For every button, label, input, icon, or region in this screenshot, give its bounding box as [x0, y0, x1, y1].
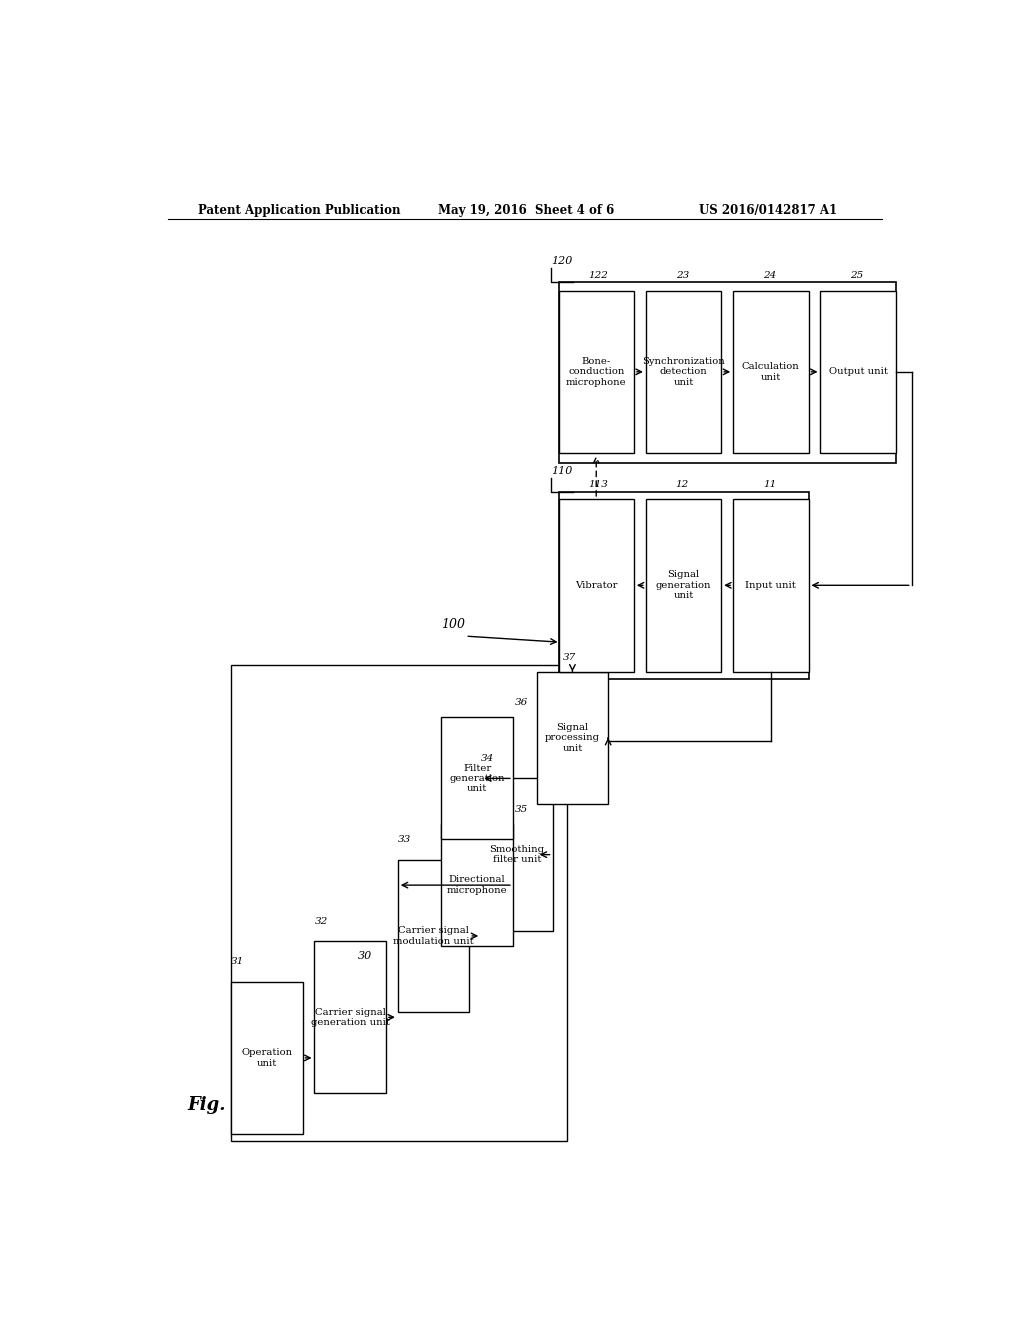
Bar — [441, 824, 513, 946]
Text: 34: 34 — [481, 754, 495, 763]
Text: 31: 31 — [231, 957, 245, 966]
Text: Operation
unit: Operation unit — [242, 1048, 293, 1068]
Text: 12: 12 — [676, 479, 689, 488]
Bar — [558, 499, 634, 672]
Text: Signal
processing
unit: Signal processing unit — [545, 723, 600, 752]
Bar — [441, 718, 513, 840]
Text: Bone-
conduction
microphone: Bone- conduction microphone — [566, 356, 627, 387]
Text: 30: 30 — [358, 952, 373, 961]
Text: 122: 122 — [588, 272, 608, 280]
Text: Patent Application Publication: Patent Application Publication — [198, 205, 400, 216]
Text: Carrier signal
generation unit: Carrier signal generation unit — [310, 1007, 390, 1027]
Text: 24: 24 — [763, 272, 776, 280]
Text: 35: 35 — [515, 805, 528, 814]
Bar — [481, 779, 553, 931]
Text: Calculation
unit: Calculation unit — [742, 362, 800, 381]
Text: 110: 110 — [551, 466, 572, 475]
Text: May 19, 2016  Sheet 4 of 6: May 19, 2016 Sheet 4 of 6 — [437, 205, 613, 216]
Text: 32: 32 — [314, 917, 328, 925]
Bar — [558, 290, 634, 453]
Text: Vibrator: Vibrator — [574, 581, 617, 590]
Bar — [537, 672, 608, 804]
Text: Signal
generation
unit: Signal generation unit — [655, 570, 712, 601]
Text: 23: 23 — [676, 272, 689, 280]
Text: Smoothing
filter unit: Smoothing filter unit — [489, 845, 545, 865]
Text: 36: 36 — [515, 698, 528, 708]
Bar — [646, 290, 721, 453]
Bar — [820, 290, 896, 453]
Text: 11: 11 — [763, 479, 776, 488]
Bar — [231, 982, 303, 1134]
Text: Synchronization
detection
unit: Synchronization detection unit — [642, 356, 725, 387]
Text: Input unit: Input unit — [745, 581, 797, 590]
Text: 100: 100 — [441, 618, 466, 631]
Text: 120: 120 — [551, 256, 572, 267]
Bar — [733, 290, 809, 453]
Bar — [733, 499, 809, 672]
Text: Fig. 6: Fig. 6 — [187, 1096, 245, 1114]
Bar — [314, 941, 386, 1093]
Text: 113: 113 — [588, 479, 608, 488]
Text: Directional
microphone: Directional microphone — [446, 875, 508, 895]
Text: Carrier signal
modulation unit: Carrier signal modulation unit — [393, 927, 474, 945]
Text: 25: 25 — [850, 272, 863, 280]
Text: 37: 37 — [563, 652, 577, 661]
Bar — [397, 859, 469, 1012]
Text: Filter
generation
unit: Filter generation unit — [450, 763, 505, 793]
Bar — [646, 499, 721, 672]
Text: 33: 33 — [397, 836, 411, 845]
Bar — [231, 664, 567, 1142]
Text: US 2016/0142817 A1: US 2016/0142817 A1 — [699, 205, 838, 216]
Text: Output unit: Output unit — [828, 367, 888, 376]
